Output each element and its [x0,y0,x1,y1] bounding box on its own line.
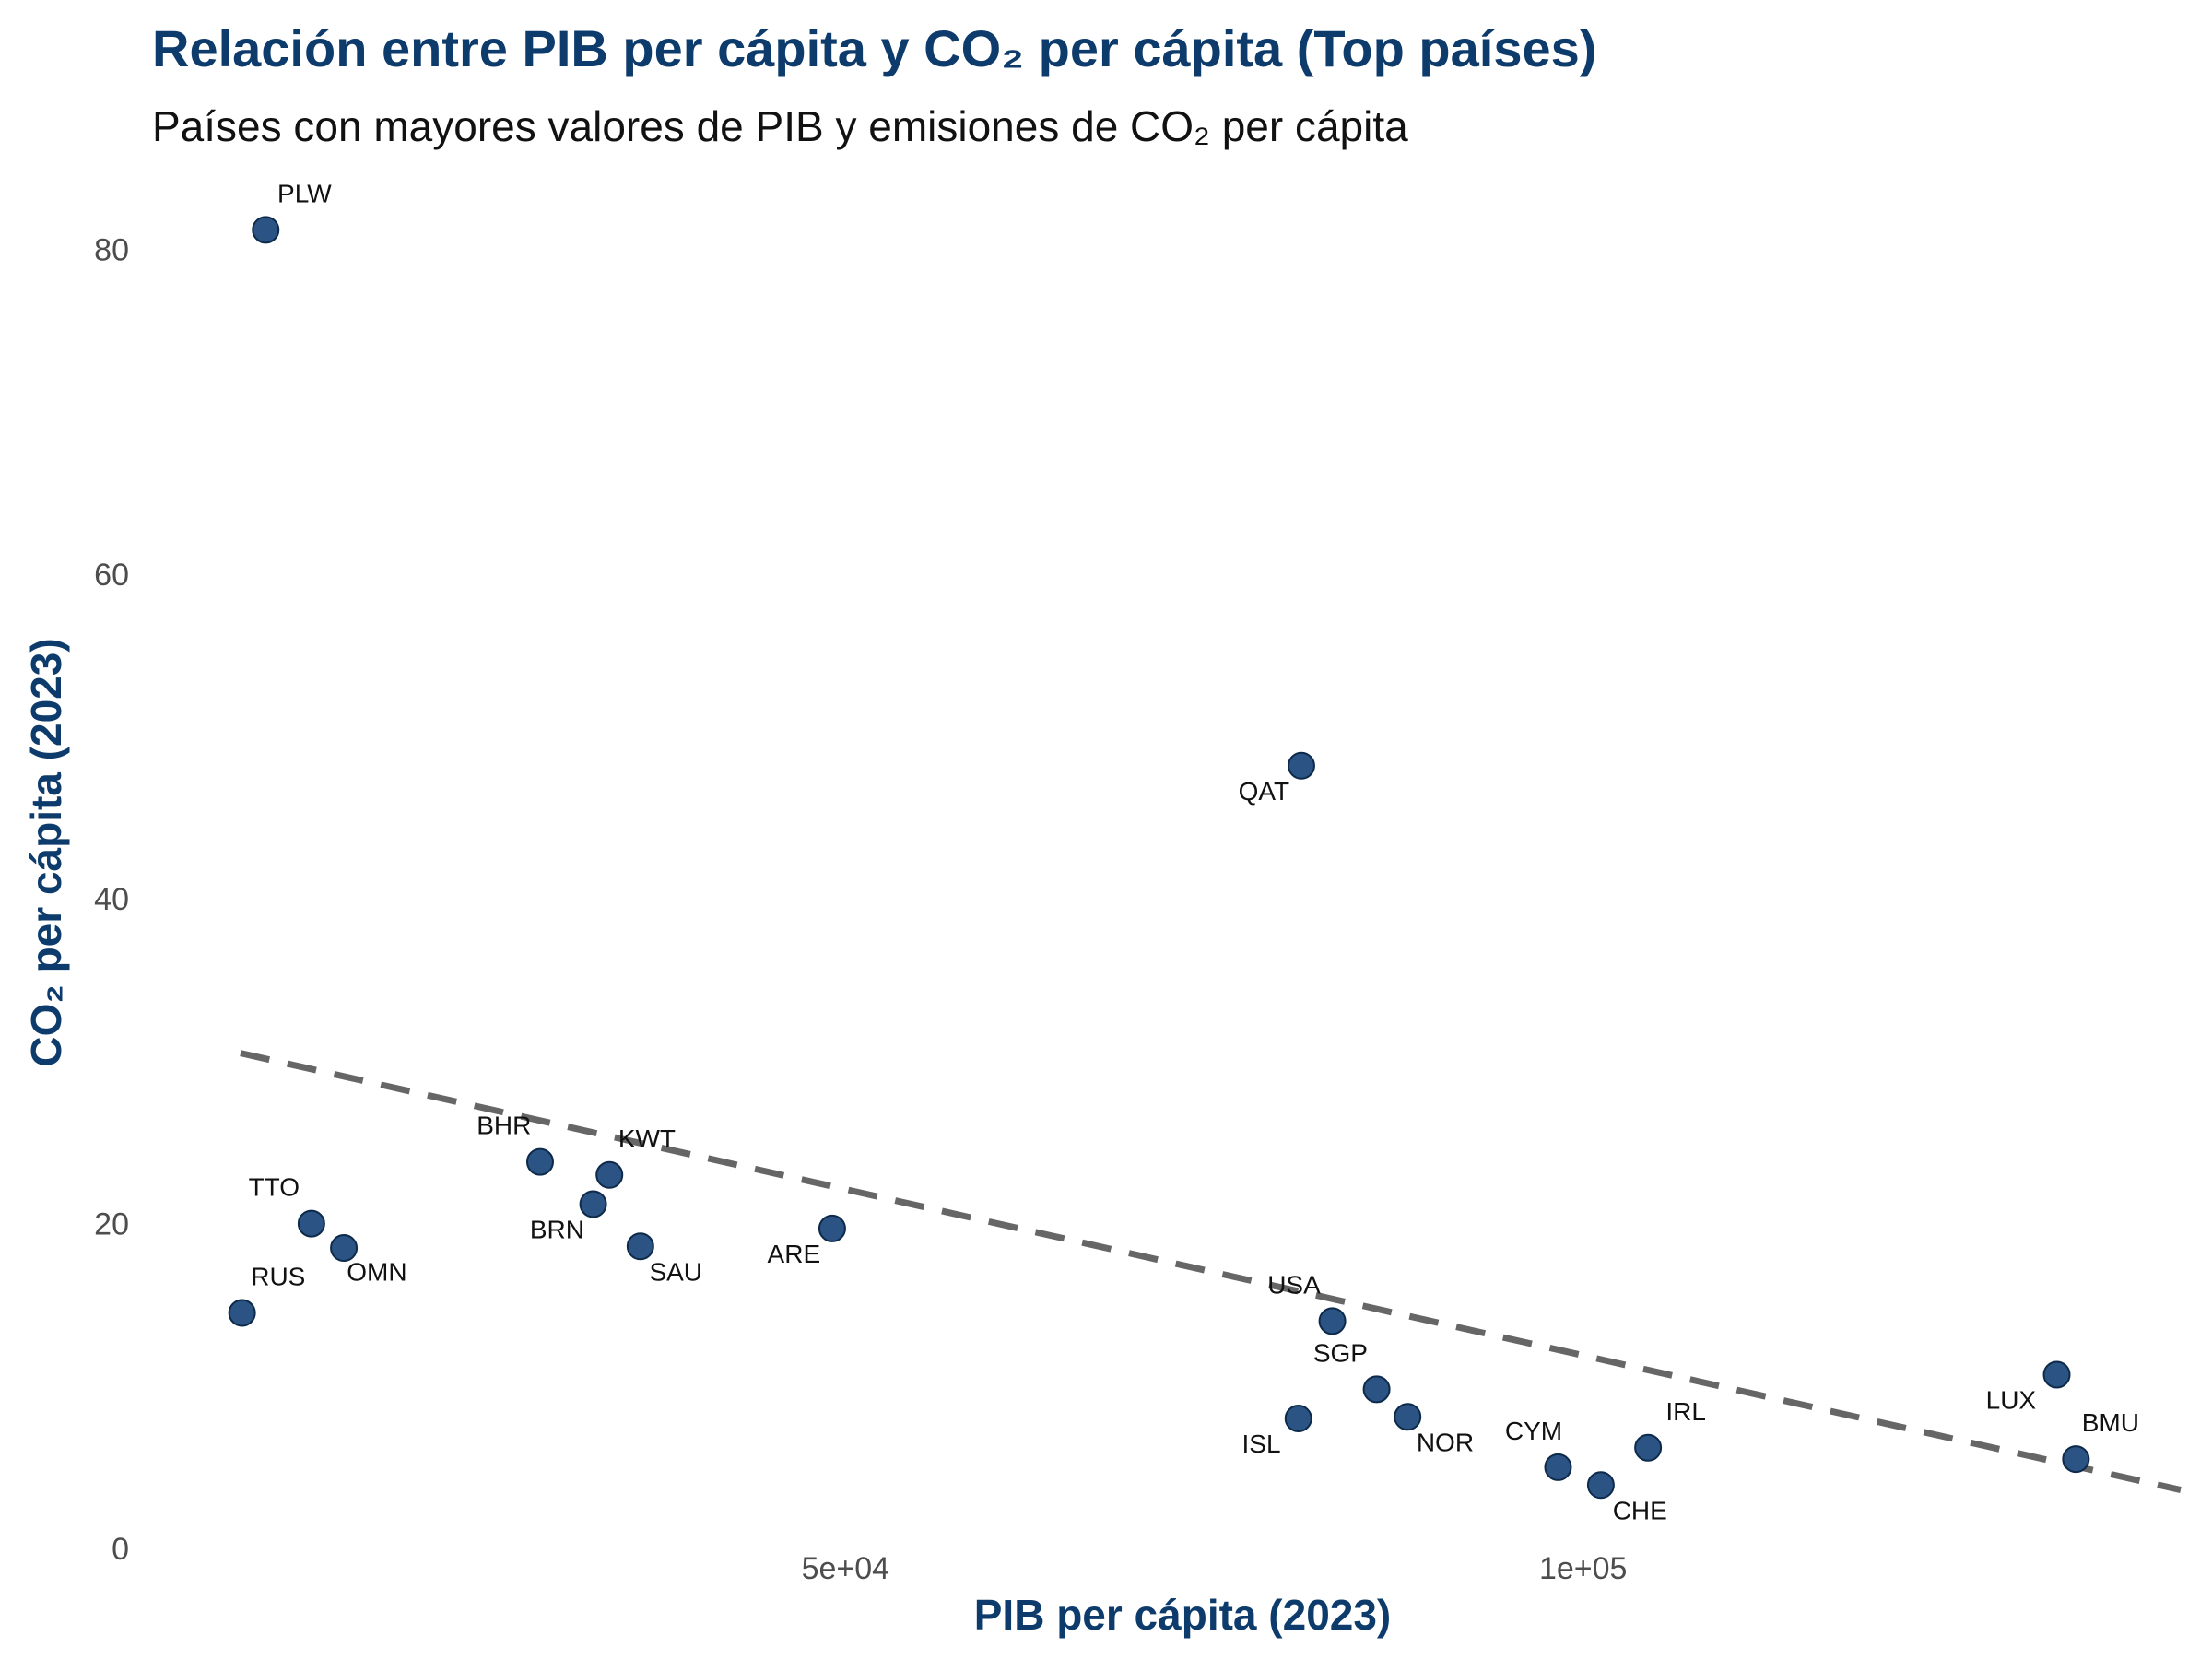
data-label-bmu: BMU [2082,1408,2139,1437]
data-point-qat [1287,751,1315,780]
x-axis-ticks: 5e+04 1e+05 [802,1551,1628,1586]
data-label-sgp: SGP [1313,1338,1368,1367]
data-label-kwt: KWT [618,1124,676,1153]
data-point-nor [1394,1403,1422,1431]
data-point-tto [297,1209,325,1238]
data-labels-layer: PLW TTO OMN RUS BHR KWT BRN SAU ARE QAT USA SGP ISL N… [249,179,2139,1524]
y-tick-label: 60 [94,558,129,593]
data-label-plw: PLW [277,179,332,207]
data-point-plw [252,216,280,244]
y-tick-label: 20 [94,1207,129,1242]
data-label-usa: USA [1267,1270,1321,1299]
y-tick-label: 80 [94,232,129,267]
data-point-omn [330,1234,359,1263]
data-label-are: ARE [768,1240,821,1268]
x-tick-label: 1e+05 [1539,1551,1628,1586]
data-label-rus: RUS [251,1263,305,1291]
data-label-lux: LUX [1986,1385,2037,1414]
y-axis-ticks: 0 20 40 60 80 [94,232,129,1567]
data-point-usa [1318,1307,1347,1335]
data-point-brn [579,1190,607,1218]
data-point-bhr [525,1147,554,1176]
data-label-sau: SAU [649,1257,702,1286]
x-tick-label: 5e+04 [802,1551,890,1586]
data-label-isl: ISL [1242,1430,1281,1458]
x-axis-title: PIB per cápita (2023) [974,1591,1392,1639]
data-label-nor: NOR [1417,1428,1474,1456]
data-points-layer [228,216,2090,1500]
data-label-che: CHE [1613,1496,1667,1524]
trend-line [240,1050,2182,1493]
data-label-omn: OMN [347,1257,406,1286]
data-point-cym [1544,1453,1572,1481]
data-point-sgp [1362,1375,1391,1404]
data-label-tto: TTO [249,1173,300,1202]
data-point-irl [1634,1433,1663,1462]
trend-line-layer [240,1050,2182,1493]
y-tick-label: 0 [112,1532,129,1567]
data-label-brn: BRN [530,1215,584,1243]
data-point-lux [2042,1360,2071,1389]
data-point-bmu [2062,1445,2090,1474]
data-point-che [1586,1471,1615,1500]
data-label-qat: QAT [1239,777,1289,806]
data-point-isl [1284,1405,1312,1433]
chart-subtitle: Países con mayores valores de PIB y emis… [152,102,1408,150]
chart-title: Relación entre PIB per cápita y CO₂ per … [152,19,1596,77]
data-label-bhr: BHR [477,1112,531,1140]
data-label-irl: IRL [1665,1397,1706,1426]
y-axis-title: CO₂ per cápita (2023) [22,638,70,1066]
y-tick-label: 40 [94,882,129,917]
data-point-are [818,1214,846,1242]
data-label-cym: CYM [1505,1417,1562,1445]
data-point-sau [626,1232,654,1261]
data-point-kwt [595,1160,624,1189]
data-point-rus [228,1299,256,1327]
